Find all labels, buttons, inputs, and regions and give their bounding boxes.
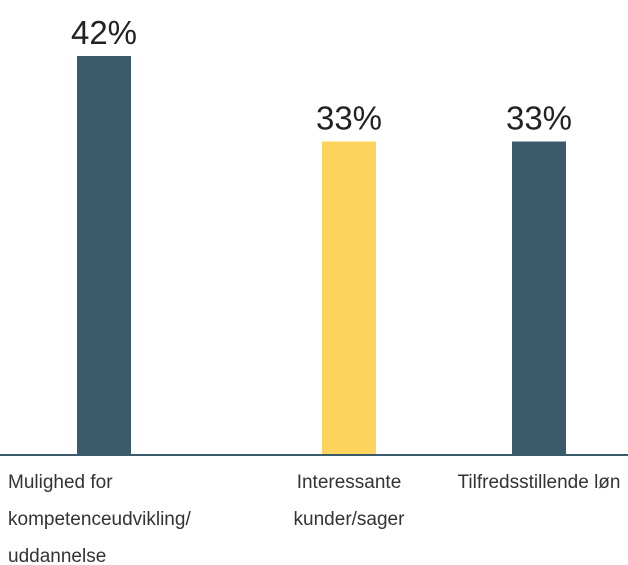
bar (322, 141, 376, 455)
bar (512, 141, 566, 455)
x-tick-label: Interessante kunder/sager (293, 472, 405, 530)
value-label: 33% (316, 100, 382, 137)
x-tick-label: Tilfredsstillende løn (457, 472, 621, 493)
value-label: 33% (506, 100, 572, 137)
value-label: 42% (71, 14, 137, 51)
x-tick-label: Mulighed for kompetenceudvikling/ uddann… (8, 472, 191, 565)
bar (77, 56, 131, 455)
